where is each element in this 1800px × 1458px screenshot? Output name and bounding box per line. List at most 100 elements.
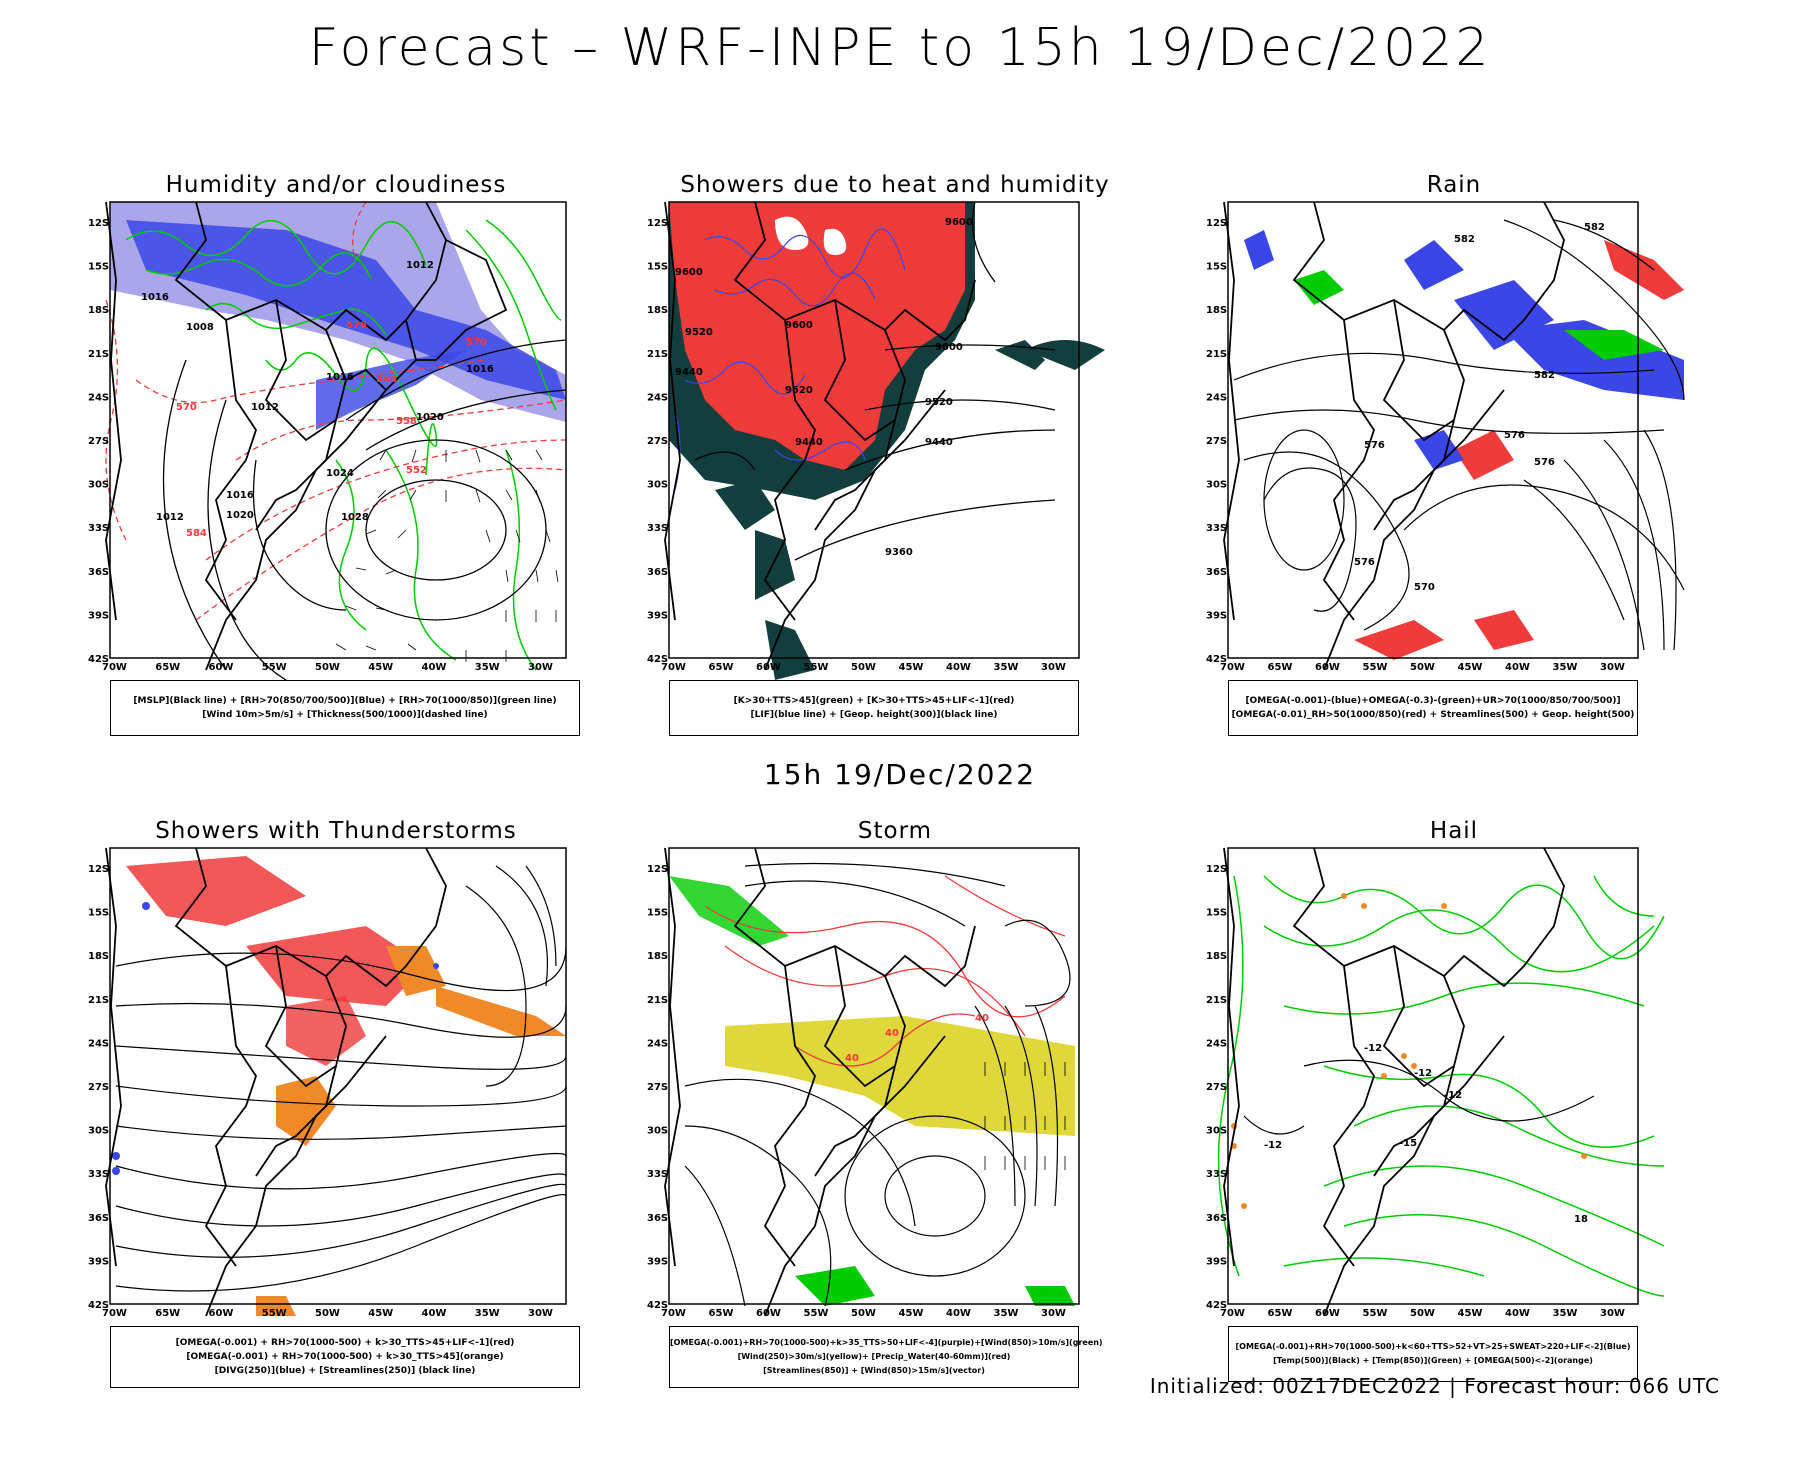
map-fill-layers [669, 876, 1075, 1306]
lon-tick-label: 50W [1410, 1308, 1435, 1319]
legend-line: [K>30+TTS>45](green) + [K>30+TTS>45+LIF<… [733, 696, 1015, 706]
contour-label: 582 [1454, 234, 1475, 245]
lif-blue-lines [674, 228, 906, 491]
lat-tick-label: 15S [1206, 908, 1227, 919]
map-showers-heat: 9600 9600 9600 9520 9440 9520 9440 9360 … [647, 201, 1105, 680]
lat-tick-label: 18S [1206, 951, 1227, 962]
wind-vectors [984, 1062, 1066, 1170]
lat-tick-label: 30S [88, 480, 109, 491]
lat-tick-label: 33S [1206, 1169, 1227, 1180]
lat-tick-label: 24S [88, 1038, 109, 1049]
lat-tick-label: 21S [647, 995, 668, 1006]
lon-tick-label: 35W [1553, 1308, 1578, 1319]
lat-tick-label: 12S [1206, 218, 1227, 229]
lat-tick-label: 30S [1206, 1126, 1227, 1137]
temp850-green-lines [1217, 875, 1665, 1297]
legend-line: [Wind 10m>5m/s] + [Thickness(500/1000)](… [202, 710, 488, 720]
lon-tick-label: 60W [756, 662, 781, 673]
lat-tick-label: 36S [647, 1213, 668, 1224]
lon-tick-label: 65W [1268, 1308, 1293, 1319]
lat-tick-label: 33S [647, 523, 668, 534]
legend-line: [MSLP](Black line) + [RH>70(850/700/500)… [133, 696, 557, 706]
lat-tick-label: 15S [88, 262, 109, 273]
lat-tick-label: 12S [88, 218, 109, 229]
map-frame [109, 201, 567, 659]
lat-tick-label: 33S [88, 1169, 109, 1180]
contour-label: 576 [1504, 430, 1525, 441]
lat-tick-label: 33S [647, 1169, 668, 1180]
contour-label: 582 [1534, 370, 1555, 381]
lon-tick-label: 50W [315, 662, 340, 673]
lat-tick-label: 24S [647, 1038, 668, 1049]
lat-tick-label: 33S [1206, 523, 1227, 534]
panel-rain: Rain [1204, 172, 1764, 812]
legend-line: [DIVG(250)](blue) + [Streamlines(250)] (… [214, 1366, 476, 1376]
lon-tick-label: 55W [804, 1308, 829, 1319]
lat-tick-label: 36S [1206, 567, 1227, 578]
lat-tick-label: 30S [88, 1126, 109, 1137]
panel-title: Storm [857, 818, 933, 844]
contour-label: 1016 [141, 292, 169, 303]
legend-line: [Wind(250)>30m/s](yellow)+ [Precip_Water… [737, 1352, 1011, 1361]
contour-label: -12 [1264, 1140, 1282, 1151]
init-footer: Initialized: 00Z17DEC2022 | Forecast hou… [1149, 1374, 1720, 1398]
contour-label: 9600 [785, 320, 813, 331]
contour-label: 570 [466, 337, 487, 348]
lon-tick-label: 50W [315, 1308, 340, 1319]
legend-line: [LIF](blue line) + [Geop. height(300)](b… [750, 710, 998, 720]
red-dashed-thickness [105, 201, 567, 621]
main-title: Forecast – WRF-INPE to 15h 19/Dec/2022 [308, 18, 1492, 78]
lon-tick-label: 65W [155, 1308, 180, 1319]
lon-tick-label: 60W [1315, 662, 1340, 673]
lat-tick-label: 36S [647, 567, 668, 578]
lon-tick-label: 50W [1410, 662, 1435, 673]
lon-tick-label: 30W [1600, 1308, 1625, 1319]
lat-tick-label: 42S [1206, 654, 1227, 665]
lon-tick-label: 55W [262, 662, 287, 673]
lat-tick-label: 30S [647, 480, 668, 491]
contour-labels: 1012 1016 1008 1016 1012 1016 1020 1024 … [141, 260, 494, 539]
contour-label: 9520 [925, 397, 953, 408]
lat-tick-label: 21S [88, 349, 109, 360]
legend-line: [Temp(500)](Black) + [Temp(850)](Green) … [1273, 1356, 1593, 1365]
lon-tick-label: 55W [1363, 662, 1388, 673]
lon-tick-label: 45W [1458, 1308, 1483, 1319]
legend-line: [OMEGA(-0.001)-(blue)+OMEGA(-0.3)-(green… [1245, 696, 1621, 706]
legend-line: [Streamlines(850)] + [Wind(850)>15m/s](v… [763, 1366, 985, 1375]
green-humidity-lines [125, 219, 562, 671]
lat-tick-label: 36S [1206, 1213, 1227, 1224]
lat-tick-label: 27S [647, 436, 668, 447]
contour-label: 1016 [466, 364, 494, 375]
legend-line: [OMEGA(-0.001)+RH>70(1000-500)+k<60+TTS>… [1235, 1342, 1631, 1351]
contour-label: 9520 [685, 327, 713, 338]
contour-label: 564 [376, 374, 397, 385]
contour-labels: -12 -12 -12 -12 -15 18 [1264, 1043, 1588, 1225]
lon-tick-label: 70W [102, 662, 127, 673]
contour-label: -15 [1399, 1138, 1417, 1149]
lon-tick-label: 35W [994, 1308, 1019, 1319]
lat-tick-label: 21S [1206, 349, 1227, 360]
contour-label: 40 [845, 1053, 859, 1064]
lat-tick-label: 24S [647, 392, 668, 403]
map-frame [668, 201, 1080, 659]
contour-label: -12 [1444, 1090, 1462, 1101]
lat-tick-label: 15S [1206, 262, 1227, 273]
lat-tick-label: 39S [647, 610, 668, 621]
lon-tick-label: 60W [209, 662, 234, 673]
lon-tick-label: 65W [155, 662, 180, 673]
contour-label: 1016 [226, 490, 254, 501]
mslp-isobars [162, 339, 567, 680]
lon-tick-label: 35W [1553, 662, 1578, 673]
panel-storm: Storm [645, 818, 1205, 1458]
contour-label: 552 [406, 465, 427, 476]
lon-tick-label: 35W [475, 662, 500, 673]
panel-title: Showers with Thunderstorms [155, 818, 517, 844]
contour-label: 40 [885, 1028, 899, 1039]
contour-label: 9360 [885, 547, 913, 558]
legend-rain: [OMEGA(-0.001)-(blue)+OMEGA(-0.3)-(green… [1228, 680, 1638, 736]
contour-label: 1012 [406, 260, 434, 271]
